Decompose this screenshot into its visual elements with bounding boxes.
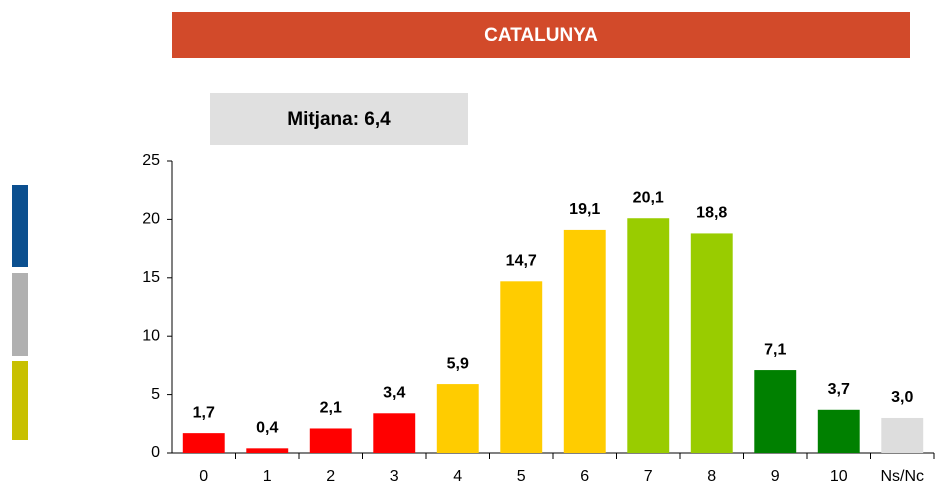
title-banner <box>172 12 910 58</box>
x-tick-label: 0 <box>199 468 208 485</box>
value-label: 7,1 <box>764 341 786 358</box>
y-tick-label: 25 <box>142 152 160 169</box>
annotation-box <box>210 93 468 145</box>
bar <box>436 384 479 453</box>
bar <box>246 448 289 453</box>
bar <box>817 409 860 453</box>
y-tick-label: 10 <box>142 327 160 344</box>
value-label: 19,1 <box>569 201 600 218</box>
legend-strip <box>12 185 28 267</box>
value-label: 3,0 <box>891 389 913 406</box>
x-tick-label: 10 <box>830 468 848 485</box>
y-tick-label: 15 <box>142 269 160 286</box>
x-tick-label: 1 <box>263 468 272 485</box>
value-label: 3,4 <box>383 385 405 402</box>
bar <box>373 413 416 453</box>
x-tick-label: 7 <box>644 468 653 485</box>
x-tick-label: 4 <box>453 468 462 485</box>
x-tick-label: 3 <box>390 468 399 485</box>
x-tick-label: 6 <box>580 468 589 485</box>
bar <box>309 428 352 453</box>
y-tick-label: 0 <box>151 444 160 461</box>
bar <box>563 229 606 453</box>
x-tick-label: 9 <box>771 468 780 485</box>
value-label: 20,1 <box>633 189 664 206</box>
value-label: 2,1 <box>320 400 342 417</box>
bar <box>754 370 797 453</box>
y-tick-label: 20 <box>142 211 160 228</box>
value-label: 14,7 <box>506 253 537 270</box>
bar <box>182 433 225 453</box>
bar <box>627 218 670 453</box>
value-label: 18,8 <box>696 205 727 222</box>
bar <box>881 417 924 453</box>
value-label: 5,9 <box>447 355 469 372</box>
value-label: 3,7 <box>828 381 850 398</box>
legend-strip <box>12 361 28 440</box>
value-label: 1,7 <box>193 404 215 421</box>
bar <box>690 233 733 453</box>
x-tick-label: 8 <box>707 468 716 485</box>
value-label: 0,4 <box>256 420 278 437</box>
x-tick-label: 2 <box>326 468 335 485</box>
legend-strip <box>12 273 28 356</box>
annotation: Mitjana: 6,4 <box>287 109 391 130</box>
chart-title: CATALUNYA <box>484 25 598 46</box>
bar <box>500 281 543 453</box>
x-tick-label: 5 <box>517 468 526 485</box>
x-tick-label: Ns/Nc <box>880 468 924 485</box>
y-tick-label: 5 <box>151 386 160 403</box>
